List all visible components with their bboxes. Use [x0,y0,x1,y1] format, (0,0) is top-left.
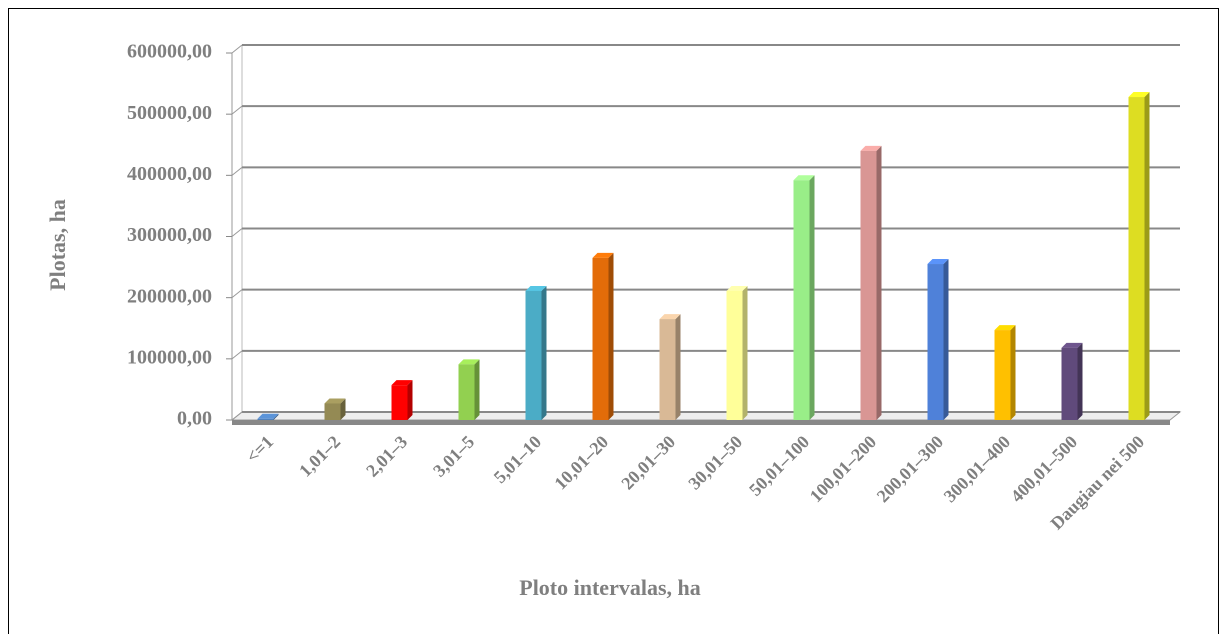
bar [525,290,542,420]
bar [257,418,274,420]
bar-top [391,380,413,386]
bar-side [1077,342,1083,420]
y-tick-label: 300000,00 [127,224,212,246]
bar-top [525,285,547,291]
y-tick-label: 500000,00 [127,102,212,124]
bar-top [726,285,748,291]
bar [458,364,475,420]
bar-top [860,145,882,151]
bar-side [407,380,413,420]
grid-line [231,166,243,176]
bar-side [541,285,547,420]
x-tick-label: 1,01–2 [295,432,344,481]
bar [1061,347,1078,420]
bar-side [1144,92,1150,420]
floor [230,411,1182,421]
y-axis-title: Plotas, ha [45,199,70,291]
bar [927,264,944,420]
bar-top [257,413,279,419]
bar [659,319,676,420]
bar [391,385,408,420]
x-tick-label: 30,01–50 [684,432,746,494]
x-tick-label: 3,01–5 [429,432,478,481]
bar-top [1128,92,1150,98]
bar-side [675,314,681,420]
x-tick-label: <=1 [242,432,277,467]
x-tick-label: 50,01–100 [745,432,813,500]
grid-line [231,350,243,360]
bar [324,403,341,420]
bar-top [458,359,480,365]
bar [860,150,877,420]
bar-side [1010,325,1016,420]
x-tick-label: 300,01–400 [940,432,1015,507]
bar [726,290,743,420]
x-tick-label: 5,01–10 [490,432,546,488]
y-tick-label: 100000,00 [127,346,212,368]
x-tick-label: 200,01–300 [873,432,948,507]
x-tick-label: 10,01–20 [550,432,612,494]
y-tick-label: 0,00 [177,408,212,430]
grid-line [231,289,243,299]
grid-line [231,105,243,115]
grid-line [231,411,243,421]
bar-side [876,145,882,420]
bar-side [474,359,480,420]
bar [1128,97,1145,420]
bar-side [608,252,614,420]
frame [8,8,1219,634]
bar [592,257,609,420]
bar-top [793,175,815,181]
bar [793,180,810,420]
x-tick-label: 2,01–3 [362,432,411,481]
bar-side [943,259,949,420]
bar-side [340,398,346,420]
x-axis-title: Ploto intervalas, ha [519,575,701,600]
bar-side [273,413,279,420]
grid-line [231,228,243,237]
bar-top [994,325,1016,331]
y-tick-label: 200000,00 [127,285,212,307]
bar-top [592,252,614,258]
x-tick-label: 20,01–30 [617,432,679,494]
y-tick-label: 400000,00 [127,163,212,185]
bar-top [659,314,681,320]
bar-side [742,285,748,420]
grid-line [231,44,243,54]
bar-top [1061,342,1083,348]
bar-top [927,259,949,265]
bar-top [324,398,346,404]
floor-front [232,420,1170,425]
y-tick-label: 600000,00 [127,41,212,63]
bar-side [809,175,815,420]
x-tick-label: 100,01–200 [806,432,881,507]
bar [994,330,1011,420]
